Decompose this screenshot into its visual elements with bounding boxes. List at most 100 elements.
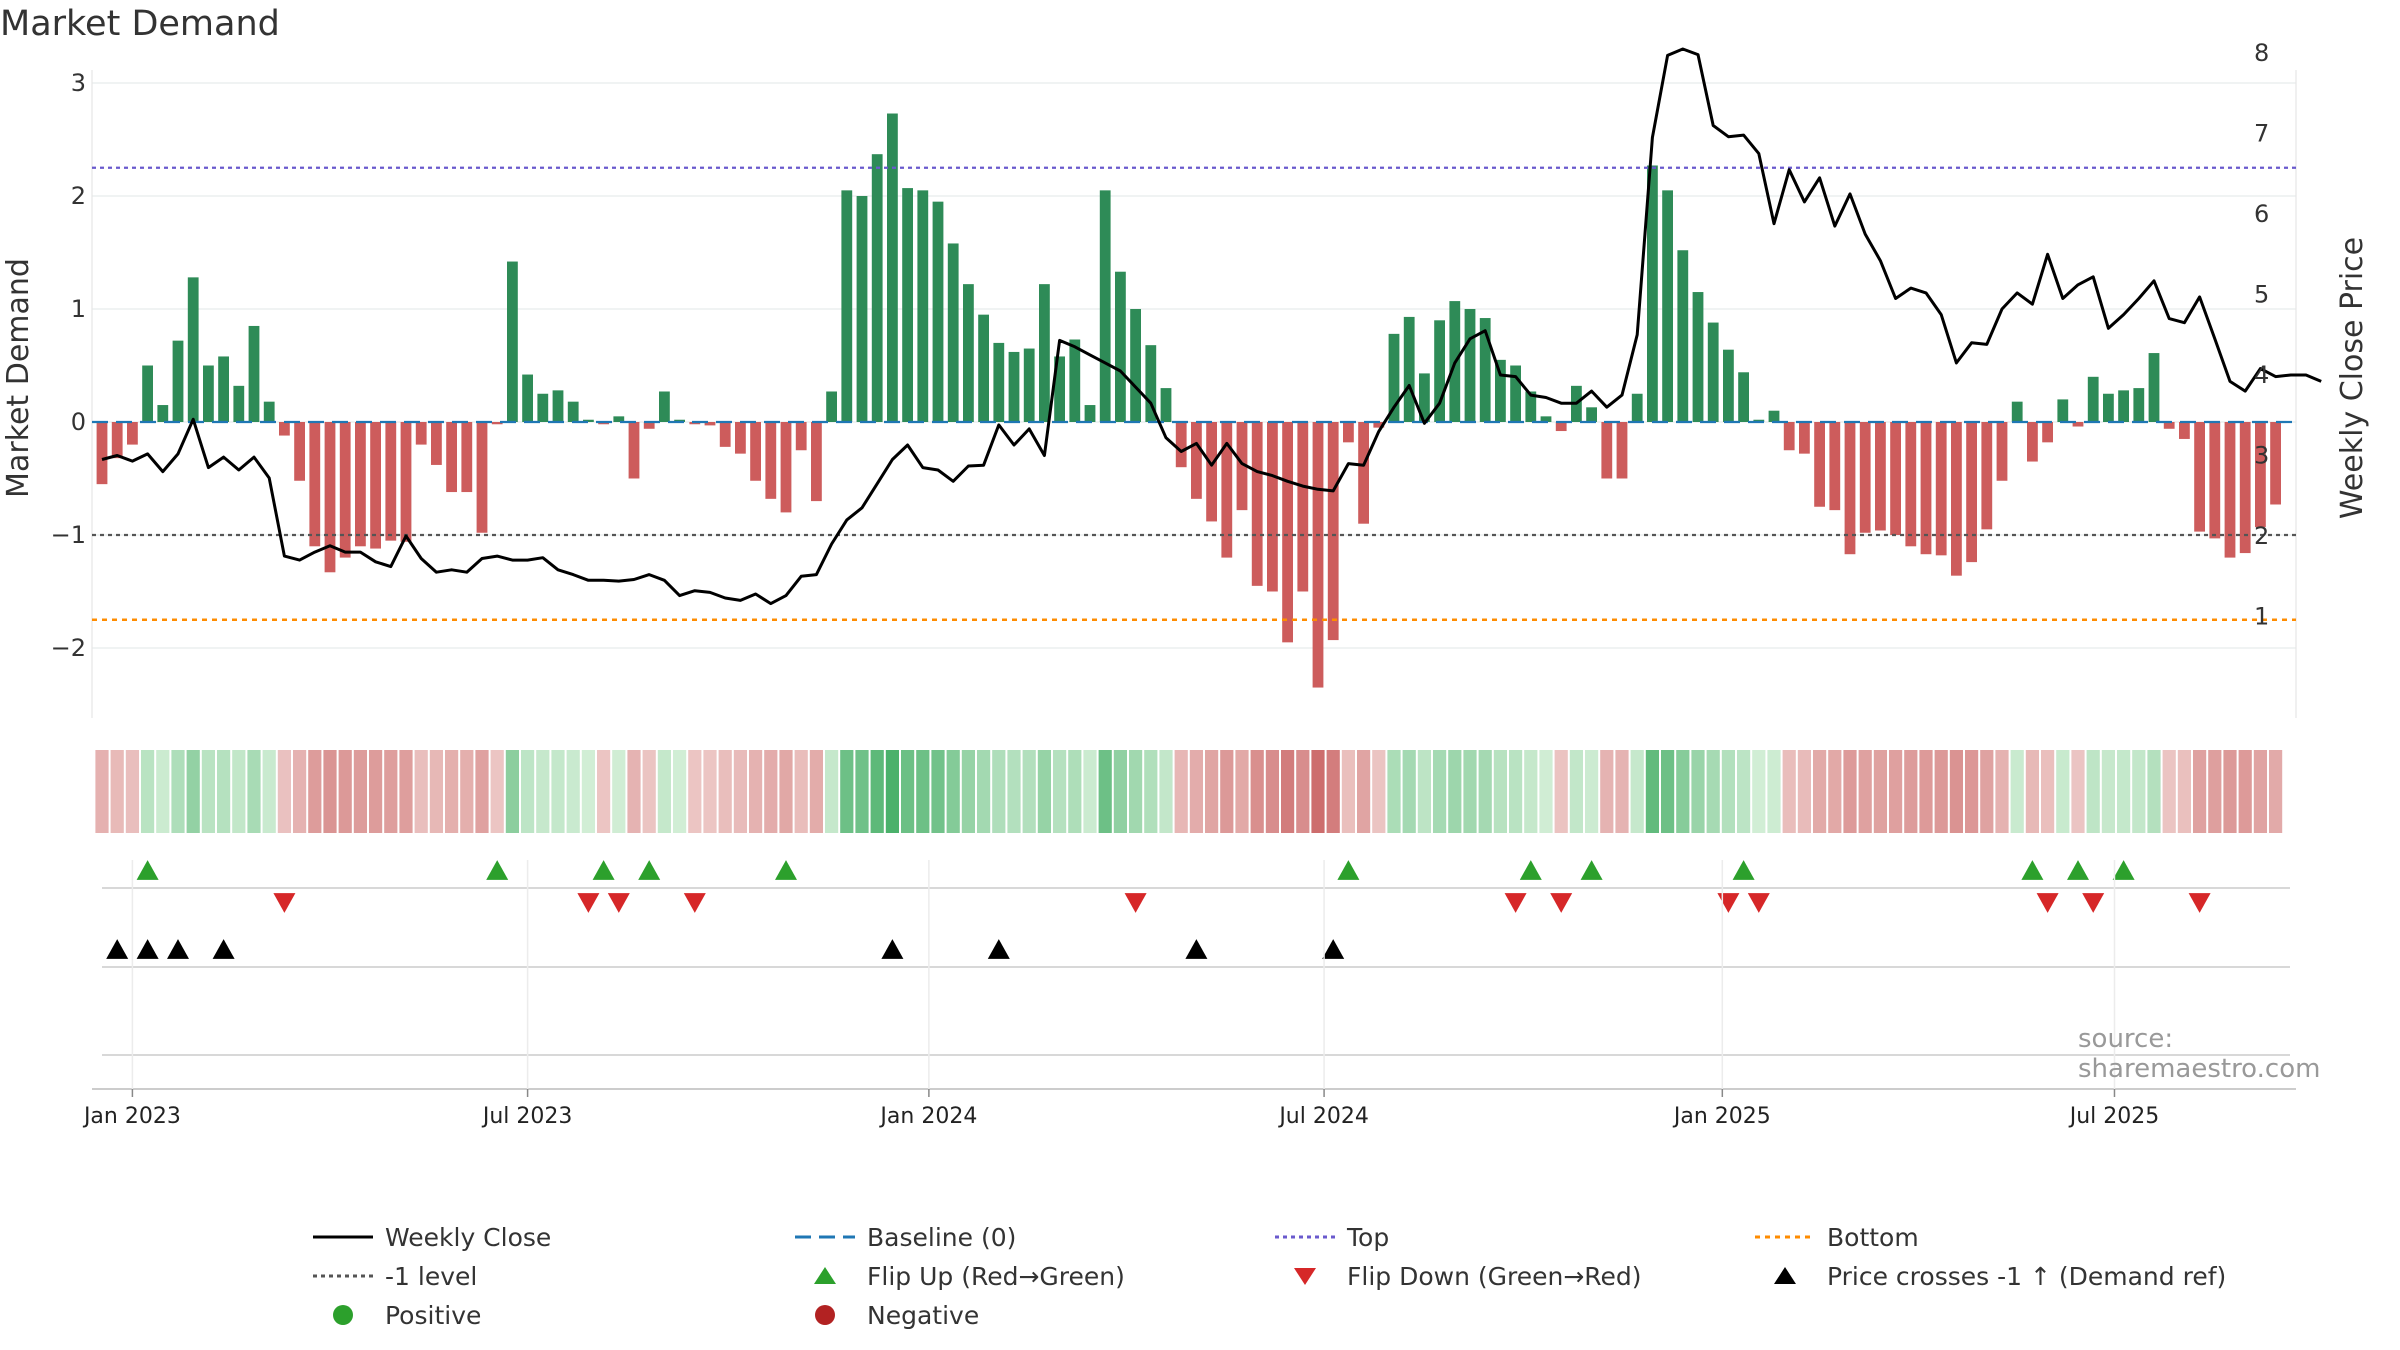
demand-bar xyxy=(1951,422,1962,576)
strip-cell xyxy=(232,750,246,833)
strip-cell xyxy=(1828,750,1842,833)
legend-item: Negative xyxy=(815,1301,979,1330)
demand-bar xyxy=(917,190,929,422)
strip-cell xyxy=(95,750,109,833)
strip-cell xyxy=(399,750,413,833)
demand-bar xyxy=(1373,422,1385,428)
y-tick-label: 2 xyxy=(71,182,86,210)
strip-cell xyxy=(1493,750,1507,833)
left-y-axis: 3 2 1 0 −1 −2 xyxy=(51,69,86,662)
legend-label: Flip Up (Red→Green) xyxy=(867,1262,1125,1291)
strip-cell xyxy=(414,750,428,833)
demand-bar xyxy=(1358,422,1369,524)
flip-down-marker xyxy=(1747,893,1770,913)
y-tick-label: 3 xyxy=(71,69,86,97)
demand-bar xyxy=(111,422,123,459)
strip-cell xyxy=(536,750,550,833)
demand-bar xyxy=(1495,359,1506,422)
demand-bar xyxy=(1221,422,1233,558)
strip-cell xyxy=(217,750,231,833)
strip-cell xyxy=(1250,750,1264,833)
flip-down-marker xyxy=(1124,893,1147,913)
strip-cell xyxy=(1463,750,1477,833)
strip-cell xyxy=(2269,750,2283,833)
demand-bar xyxy=(1768,410,1780,422)
demand-bar xyxy=(1115,271,1126,422)
demand-bar xyxy=(583,419,594,422)
demand-bars xyxy=(96,113,2281,688)
legend-label: Price crosses -1 ↑ (Demand ref) xyxy=(1827,1262,2226,1291)
strip-cell xyxy=(1372,750,1386,833)
strip-cell xyxy=(475,750,489,833)
strip-cell xyxy=(2056,750,2070,833)
demand-bar xyxy=(780,422,792,513)
strip-cell xyxy=(1174,750,1188,833)
demand-bar xyxy=(993,342,1005,422)
demand-bar xyxy=(1327,422,1339,641)
price-cross-marker xyxy=(1322,939,1345,959)
strip-cell xyxy=(1843,750,1857,833)
flip-up-marker xyxy=(1580,860,1603,880)
strip-cell xyxy=(946,750,960,833)
strip-cell xyxy=(1068,750,1082,833)
strip-cell xyxy=(1645,750,1659,833)
demand-bar xyxy=(1054,356,1065,422)
y2-axis-label: Weekly Close Price xyxy=(2335,237,2370,519)
demand-bar xyxy=(187,277,199,422)
flip-up-marker xyxy=(775,860,797,880)
demand-bar xyxy=(1753,419,1765,422)
strip-cell xyxy=(855,750,869,833)
demand-bar xyxy=(2179,422,2190,439)
demand-bar xyxy=(1859,422,1871,533)
demand-bar xyxy=(1388,333,1400,422)
y-tick-label: 1 xyxy=(71,295,86,323)
demand-bar xyxy=(1890,422,1901,535)
y2-tick-label: 4 xyxy=(2254,361,2269,389)
legend-swatch xyxy=(1294,1268,1316,1285)
strip-cell xyxy=(2071,750,2085,833)
x-tick-label: Jan 2024 xyxy=(878,1104,977,1129)
flip-up-marker xyxy=(1519,860,1542,880)
demand-bar xyxy=(1479,318,1491,422)
demand-bar xyxy=(203,365,214,422)
demand-heat-strip xyxy=(95,750,2283,833)
strip-cell xyxy=(749,750,763,833)
x-tick-label: Jan 2025 xyxy=(1672,1104,1771,1129)
flip-down-marker xyxy=(273,893,296,913)
price-cross-marker xyxy=(167,939,189,959)
strip-cell xyxy=(2162,750,2176,833)
price-cross-marker xyxy=(212,939,235,959)
flip-down-marker xyxy=(683,893,706,913)
strip-cell xyxy=(338,750,352,833)
y-axis-label: Market Demand xyxy=(1,258,36,498)
legend-label: Positive xyxy=(385,1301,481,1330)
demand-bar xyxy=(1723,349,1734,422)
strip-cell xyxy=(718,750,732,833)
demand-bar xyxy=(1875,422,1886,531)
strip-cell xyxy=(931,750,945,833)
demand-bar xyxy=(2057,399,2069,422)
strip-cell xyxy=(1889,750,1903,833)
demand-bar xyxy=(1267,422,1278,592)
strip-cell xyxy=(490,750,504,833)
demand-bar xyxy=(2011,401,2023,422)
strip-cell xyxy=(901,750,915,833)
strip-cell xyxy=(673,750,687,833)
strip-cell xyxy=(293,750,307,833)
strip-cell xyxy=(1478,750,1492,833)
y-tick-label: −2 xyxy=(51,634,86,662)
price-cross-marker xyxy=(1185,939,1208,959)
strip-cell xyxy=(1934,750,1948,833)
strip-cell xyxy=(1569,750,1583,833)
strip-cell xyxy=(1813,750,1827,833)
legend-item: Weekly Close xyxy=(313,1223,551,1252)
strip-cell xyxy=(1144,750,1158,833)
source-note: source: sharemaestro.com xyxy=(2078,1024,2321,1084)
strip-cell xyxy=(1797,750,1811,833)
demand-bar xyxy=(1069,339,1081,422)
strip-cell xyxy=(1949,750,1963,833)
demand-bar xyxy=(1662,190,1673,422)
strip-cell xyxy=(125,750,139,833)
demand-bar xyxy=(1510,365,1521,422)
strip-cell xyxy=(1965,750,1979,833)
